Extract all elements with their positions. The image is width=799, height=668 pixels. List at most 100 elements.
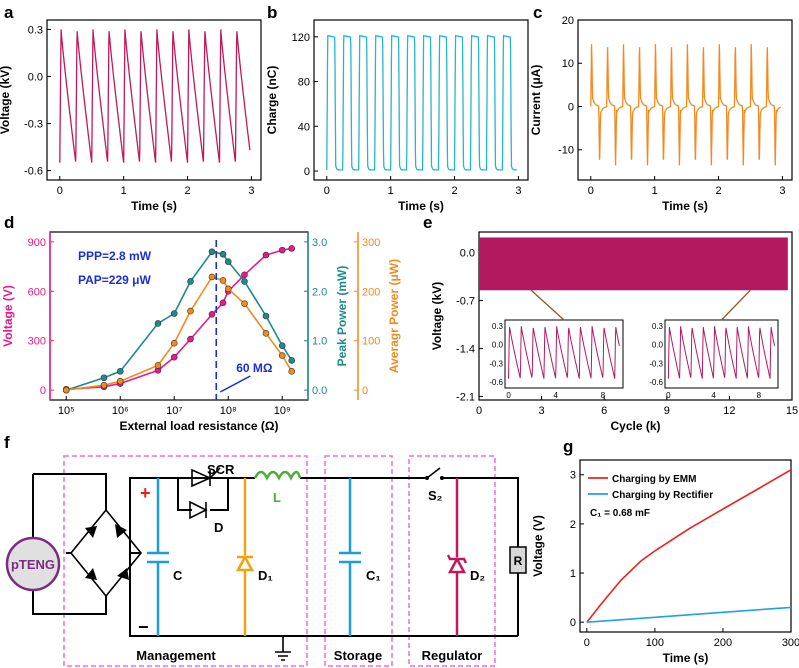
chart-d-point <box>241 300 248 307</box>
chart-e-inset-frame <box>504 319 624 389</box>
chart-a-xtick-label: 0 <box>57 185 63 197</box>
chart-c-xtick-label: 1 <box>652 185 658 197</box>
chart-d-xtick-label: 10⁵ <box>58 405 75 417</box>
circuit-wires <box>32 473 519 637</box>
zener-d2 <box>446 478 468 636</box>
bridge-rectifier <box>66 508 143 598</box>
chart-b-series-line <box>326 34 517 171</box>
management-box <box>63 455 308 667</box>
chart-g-ylabel: Voltage (V) <box>531 515 545 577</box>
chart-d-xtick-label: 10⁸ <box>220 405 237 417</box>
chart-d-ytick-label: 0 <box>40 385 46 397</box>
chart-e-xlabel: Cycle (k) <box>610 419 660 433</box>
chart-c-xlabel: Time (s) <box>662 199 708 213</box>
chart-e-inset-xtick-label: 4 <box>554 391 559 400</box>
chart-d-point <box>278 352 286 359</box>
diode-d1-label: D₁ <box>258 568 273 583</box>
chart-e-signal-band <box>479 237 788 291</box>
panel-label-g: g <box>563 437 573 456</box>
chart-d-point <box>154 320 162 327</box>
chart-d-point <box>208 311 216 318</box>
chart-c-xtick-label: 3 <box>779 185 785 197</box>
chart-d-point <box>219 299 227 307</box>
pteng-source <box>5 536 61 592</box>
chart-e-inset-frame <box>664 319 779 389</box>
chart-d-ytick-label: 900 <box>28 237 46 249</box>
diode-d-label: D <box>214 520 223 535</box>
chart-d-point <box>116 368 124 375</box>
chart-d-point <box>262 312 270 320</box>
ground-symbol <box>275 636 291 661</box>
chart-c-ytick-label: 20 <box>562 15 574 27</box>
chart-b-xtick-label: 3 <box>515 185 521 197</box>
chart-c-ytick-label: 10 <box>562 58 574 70</box>
chart-e-inset-ytick-label: -0.6 <box>489 378 503 387</box>
regulator-box <box>408 455 496 667</box>
chart-e-inset-ytick-label: 0.0 <box>652 341 664 350</box>
chart-g-ytick-label: 2 <box>570 519 576 531</box>
chart-d-point <box>278 246 286 254</box>
chart-c-series-line <box>590 44 782 166</box>
chart-e-inset-ytick-label: 0.3 <box>652 322 664 331</box>
chart-e-inset-line <box>508 326 620 379</box>
chart-c-ytick-label: -10 <box>558 145 574 157</box>
chart-e-inset-ytick-label: 0.3 <box>492 322 504 331</box>
chart-panel-g: 0 100 200 300 3 2 1 0 Time (s) Voltage (V) Chargin… <box>531 459 799 665</box>
chart-a-ytick-label: -0.3 <box>24 119 43 131</box>
chart-d-ytick-label: 1.0 <box>312 336 327 348</box>
chart-b-ytick-label: 40 <box>298 121 310 133</box>
chart-a-xtick-label: 2 <box>184 185 190 197</box>
chart-e-ytick-label: -2.1 <box>456 392 475 404</box>
chart-d-ylabel: Averagr Power (μW) <box>387 259 401 373</box>
chart-d-ylabel: Peak Power (mW) <box>335 266 349 367</box>
chart-d-ppp-label: PPP=2.8 mW <box>78 249 152 263</box>
chart-d-point <box>208 273 216 281</box>
chart-d-point <box>241 271 248 279</box>
chart-g-series-line <box>586 469 792 623</box>
chart-a-xlabel: Time (s) <box>131 199 177 213</box>
chart-d-point <box>100 374 108 382</box>
section-regulator-label: Regulator <box>422 648 483 663</box>
chart-g-plot-frame <box>579 459 792 633</box>
section-management-label: Management <box>136 648 216 663</box>
chart-c-xtick-label: 2 <box>715 185 721 197</box>
resistor-r-label: R <box>514 554 523 568</box>
chart-e-xtick-label: 3 <box>539 405 545 417</box>
chart-d-point <box>154 362 162 369</box>
chart-a-xtick-label: 1 <box>121 185 127 197</box>
chart-b-plot-frame <box>313 19 529 181</box>
chart-e-xtick-label: 12 <box>723 405 735 417</box>
chart-d-point <box>170 339 178 347</box>
chart-e-ytick-label: -1.4 <box>456 344 475 356</box>
chart-e-inset-ytick-label: -0.3 <box>649 359 663 368</box>
chart-d-point <box>278 342 286 349</box>
chart-c-xtick-label: 0 <box>588 185 594 197</box>
chart-g-xtick-label: 300 <box>782 637 799 649</box>
chart-d-point <box>170 353 178 361</box>
chart-e-ytick-label: -0.7 <box>456 296 475 308</box>
chart-g-ytick-label: 1 <box>570 568 576 580</box>
capacitor-c1-label: C₁ <box>366 568 381 583</box>
capacitor-c1 <box>339 478 361 636</box>
chart-e-inset-xtick-label: 0 <box>506 391 511 400</box>
chart-c-plot-frame <box>577 19 793 181</box>
chart-d-point <box>100 381 108 389</box>
chart-panel-e: 0 3 6 9 12 15 0.0 -0.7 -1.4 -2.1 Cycle (k) Voltage … <box>430 231 798 433</box>
chart-e-inset-ytick-label: -0.6 <box>649 378 663 387</box>
chart-e-inset-pointer <box>530 289 565 321</box>
inductor-l <box>253 470 302 481</box>
chart-d-ytick-label: 2.0 <box>312 286 327 298</box>
chart-e-inset-xtick-label: 0 <box>666 391 671 400</box>
chart-d-point <box>288 368 296 375</box>
chart-g-xtick-label: 0 <box>584 637 590 649</box>
panel-label-e: e <box>423 213 432 232</box>
chart-d-point <box>241 278 248 285</box>
chart-b-xtick-label: 0 <box>324 185 330 197</box>
chart-a-xtick-label: 3 <box>248 185 254 197</box>
chart-g-legend-label: Charging by Rectifier <box>612 490 713 501</box>
chart-panel-b: 0 1 2 3 120 80 40 0 Time (s) Charge (nC) <box>265 19 529 213</box>
chart-d-point <box>187 278 194 285</box>
chart-d-xtick-label: 10⁹ <box>274 405 291 417</box>
chart-b-xtick-label: 1 <box>388 185 394 197</box>
chart-a-ylabel: Voltage (kV) <box>0 66 12 134</box>
